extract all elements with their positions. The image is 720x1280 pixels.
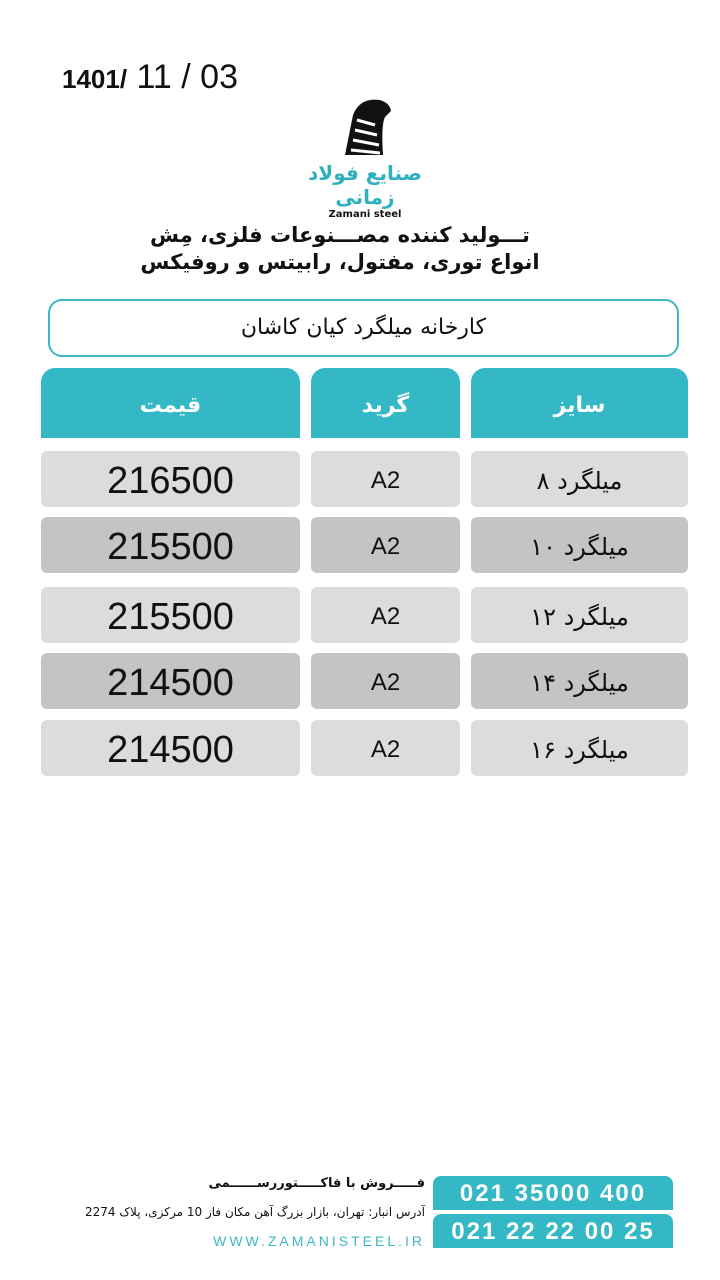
header-grade: گرید — [311, 368, 460, 438]
row-price: 215500 — [41, 587, 300, 643]
brand-name-en: Zamani steel — [328, 209, 402, 220]
tiger-icon — [345, 99, 391, 155]
row-grade: A2 — [311, 517, 460, 573]
footer-website[interactable]: WWW.ZAMANISTEEL.IR — [213, 1233, 425, 1249]
row-price: 216500 — [41, 451, 300, 507]
phone-2[interactable]: 021 22 22 00 25 — [433, 1214, 673, 1248]
phone-1[interactable]: 021 35000 400 — [433, 1176, 673, 1210]
factory-title: کارخانه میلگرد کیان کاشان — [48, 299, 679, 357]
row-size: میلگرد ۸ — [471, 451, 688, 507]
tagline-line-1: تـــولید کننده مصـــنوعات فلزی، مِش — [150, 223, 530, 247]
date-year: 1401 — [62, 64, 120, 94]
header-price: قیمت — [41, 368, 300, 438]
row-price: 214500 — [41, 653, 300, 709]
footer-address: آدرس انبار: تهران، بازار بزرگ آهن مکان ف… — [84, 1205, 425, 1219]
header-size: سایز — [471, 368, 688, 438]
row-size: میلگرد ۱۶ — [471, 720, 688, 776]
tagline: تـــولید کننده مصـــنوعات فلزی، مِش انواع… — [120, 222, 560, 276]
logo: صنایع فولاد زمانی Zamani steel — [300, 95, 430, 220]
row-grade: A2 — [311, 587, 460, 643]
brand-name-fa: صنایع فولاد زمانی — [308, 161, 422, 209]
date: 1401/ 11 / 03 — [62, 58, 238, 96]
tagline-line-2: انواع توری، مفتول، رابیتس و روفیکس — [140, 250, 540, 274]
footer-sale-note: فـــــروش با فاکـــــتوررســــــمی — [208, 1176, 425, 1191]
row-size: میلگرد ۱۲ — [471, 587, 688, 643]
row-size: میلگرد ۱۰ — [471, 517, 688, 573]
row-grade: A2 — [311, 451, 460, 507]
row-grade: A2 — [311, 653, 460, 709]
row-price: 215500 — [41, 517, 300, 573]
date-month: 11 — [136, 58, 172, 96]
date-day: 03 — [200, 58, 238, 96]
row-price: 214500 — [41, 720, 300, 776]
row-grade: A2 — [311, 720, 460, 776]
row-size: میلگرد ۱۴ — [471, 653, 688, 709]
